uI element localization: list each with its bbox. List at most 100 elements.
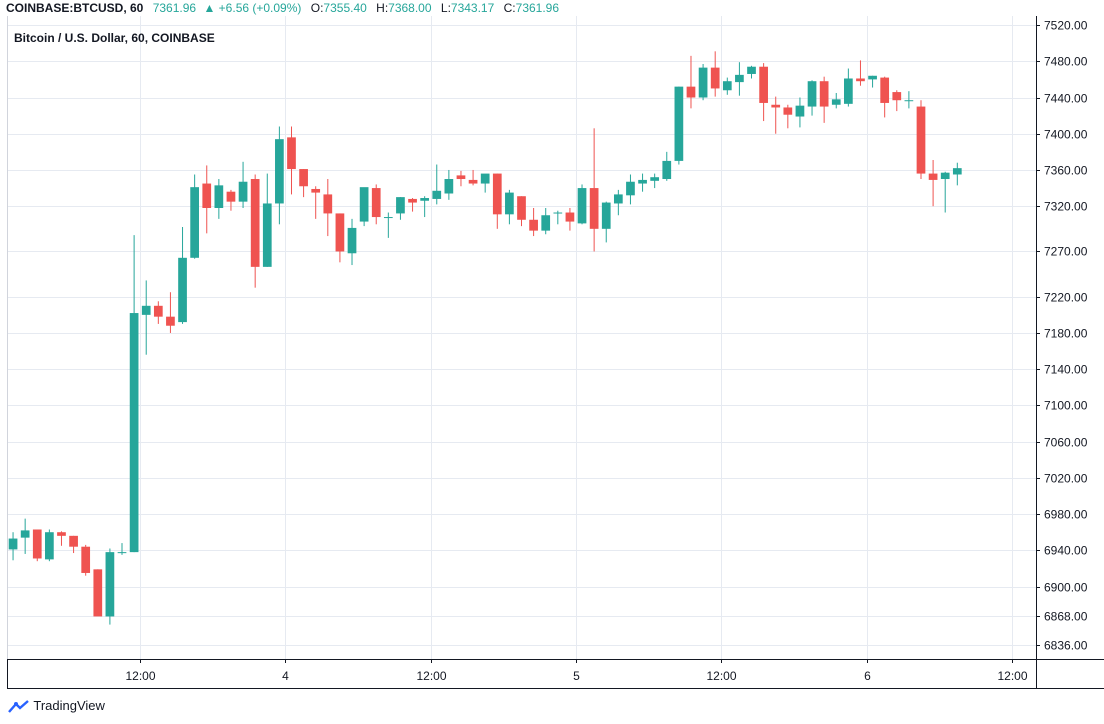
tradingview-brand[interactable]: TradingView bbox=[8, 697, 105, 715]
open-value: 7355.40 bbox=[323, 1, 367, 15]
candle-up bbox=[662, 151, 672, 181]
candle-up bbox=[347, 218, 357, 266]
candle-body bbox=[347, 227, 357, 254]
candle-down bbox=[710, 51, 720, 97]
candle-body bbox=[783, 107, 793, 115]
high-value: 7368.00 bbox=[388, 1, 432, 15]
chart-grid bbox=[7, 16, 1036, 659]
candle-up bbox=[420, 196, 430, 218]
candle-body bbox=[577, 188, 587, 224]
candle-down bbox=[783, 104, 793, 129]
candle-body bbox=[928, 173, 938, 180]
candle-body bbox=[613, 194, 623, 204]
candle-down bbox=[287, 126, 296, 195]
candle-down bbox=[880, 76, 890, 118]
candle-body bbox=[275, 139, 284, 204]
candle-body bbox=[856, 78, 865, 82]
y-tick-label: 7220.00 bbox=[1044, 291, 1088, 305]
candle-down bbox=[202, 165, 212, 234]
candle-body bbox=[831, 99, 841, 105]
candle-body bbox=[166, 316, 175, 326]
candle-body bbox=[129, 313, 139, 553]
candle-up bbox=[432, 164, 442, 205]
candle-up bbox=[831, 92, 841, 109]
candle-down bbox=[335, 213, 345, 263]
candle-body bbox=[480, 173, 490, 184]
candle-body bbox=[359, 187, 369, 222]
candle-body bbox=[335, 213, 345, 252]
candle-up bbox=[650, 173, 660, 189]
candle-up bbox=[795, 97, 805, 128]
low-value: 7343.17 bbox=[450, 1, 495, 15]
candle-body bbox=[698, 67, 708, 98]
candle-body bbox=[311, 188, 321, 193]
candle-body bbox=[383, 217, 393, 219]
candle-down bbox=[323, 179, 333, 237]
candle-down bbox=[529, 207, 538, 237]
candle-down bbox=[589, 128, 599, 252]
last-price: 7361.96 bbox=[152, 1, 197, 15]
y-tick-label: 7520.00 bbox=[1044, 19, 1088, 33]
candle-body bbox=[141, 305, 151, 315]
candle-body bbox=[759, 66, 768, 103]
candle-down bbox=[468, 169, 478, 186]
y-tick-label: 6900.00 bbox=[1044, 581, 1088, 595]
y-tick-label: 7320.00 bbox=[1044, 200, 1088, 214]
candle-body bbox=[952, 168, 962, 175]
candle-body bbox=[795, 105, 805, 117]
candle-body bbox=[153, 305, 163, 317]
candle-body bbox=[81, 546, 91, 573]
candle-body bbox=[517, 196, 526, 220]
y-tick-label: 7270.00 bbox=[1044, 245, 1088, 259]
tradingview-logo-icon bbox=[8, 699, 29, 713]
candle-down bbox=[32, 529, 42, 562]
candle-down bbox=[371, 184, 381, 225]
candle-down bbox=[928, 159, 938, 207]
x-tick-label: 12:00 bbox=[125, 669, 155, 683]
chart-axes: 7520.00 7480.00 7440.00 7400.00 7360.00 7320.… bbox=[7, 16, 1104, 689]
candle-body bbox=[916, 106, 926, 174]
brand-label: TradingView bbox=[33, 698, 105, 713]
candle-body bbox=[238, 181, 248, 202]
up-arrow-icon: ▲ bbox=[203, 1, 216, 15]
candle-body bbox=[20, 530, 30, 538]
candle-body bbox=[940, 172, 950, 180]
x-tick-label: 6 bbox=[864, 669, 871, 683]
candle-series bbox=[8, 51, 962, 625]
candle-body bbox=[8, 538, 18, 550]
candle-up bbox=[553, 210, 563, 225]
candle-body bbox=[214, 185, 224, 208]
candle-body bbox=[323, 194, 333, 214]
candle-body bbox=[202, 183, 212, 208]
close-label: C: bbox=[503, 1, 516, 15]
candle-body bbox=[819, 81, 829, 107]
candle-up bbox=[940, 171, 950, 213]
candle-body bbox=[299, 169, 308, 187]
candle-body bbox=[105, 552, 115, 617]
candle-up bbox=[20, 518, 30, 554]
candle-up bbox=[238, 161, 248, 208]
candle-up bbox=[8, 532, 18, 561]
chart-title: Bitcoin / U.S. Dollar, 60, COINBASE bbox=[14, 31, 215, 45]
symbol-legend: COINBASE:BTCUSD, 60 7361.96 ▲ +6.56 (+0.… bbox=[0, 0, 1104, 16]
high-label: H: bbox=[376, 1, 389, 15]
candle-up bbox=[117, 543, 127, 555]
candle-up bbox=[807, 80, 817, 116]
candle-body bbox=[735, 74, 744, 83]
candle-body bbox=[710, 67, 720, 89]
candle-up bbox=[541, 207, 551, 235]
candle-down bbox=[69, 535, 78, 554]
candle-body bbox=[868, 75, 877, 80]
candle-up bbox=[190, 174, 199, 259]
y-tick-label: 7180.00 bbox=[1044, 327, 1088, 341]
candle-body bbox=[662, 160, 672, 180]
candle-body bbox=[69, 535, 78, 547]
x-tick-label: 12:00 bbox=[416, 669, 446, 683]
y-tick-label: 7440.00 bbox=[1044, 92, 1088, 106]
candle-body bbox=[190, 187, 199, 258]
candle-down bbox=[771, 96, 781, 134]
candle-body bbox=[420, 198, 430, 201]
symbol-label[interactable]: COINBASE:BTCUSD, 60 bbox=[6, 1, 144, 15]
candle-body bbox=[93, 569, 103, 617]
